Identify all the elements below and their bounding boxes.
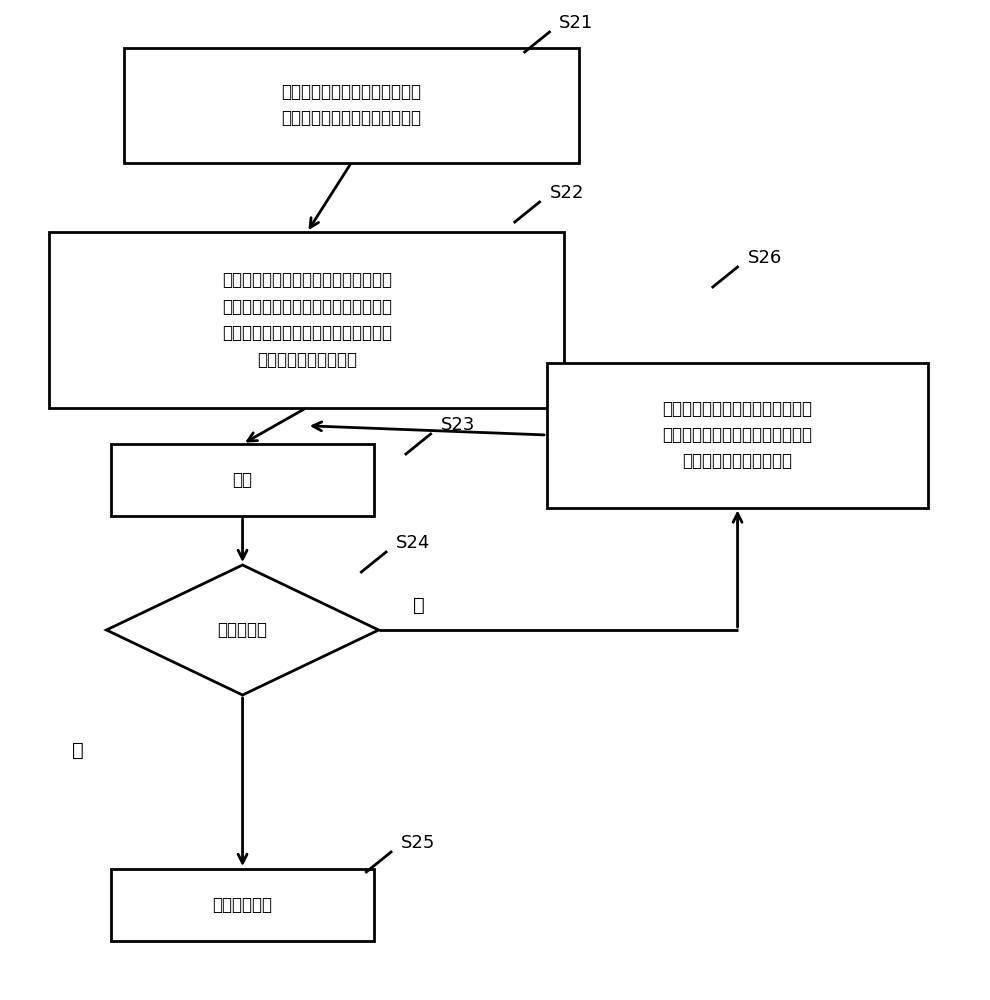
Text: S26: S26: [747, 249, 782, 267]
Bar: [111, 869, 374, 941]
Text: 连网: 连网: [233, 471, 252, 489]
Text: S22: S22: [549, 184, 584, 202]
Bar: [124, 47, 579, 162]
Text: S21: S21: [559, 14, 594, 32]
Polygon shape: [106, 565, 378, 695]
Text: S23: S23: [441, 416, 475, 434]
Bar: [111, 444, 374, 516]
Text: 系统根据用户国际移动用户识别
码判断用户所属移动通讯运营商: 系统根据用户国际移动用户识别 码判断用户所属移动通讯运营商: [281, 83, 422, 127]
Text: S24: S24: [396, 534, 431, 552]
Text: 网络连通？: 网络连通？: [218, 621, 267, 639]
Text: 所述系统采用与前次相反的接入方
式并完成相应的代理端口设置，同
时保存所述网络设置参数: 所述系统采用与前次相反的接入方 式并完成相应的代理端口设置，同 时保存所述网络设…: [662, 400, 813, 470]
Text: 否: 否: [414, 595, 425, 614]
Text: 根据所识别的运营商，判断优选接入方
式并完成相应的代理端口设置，同时保
存所述网络设置参数，并将所述网络设
置状态更新为就绪状态: 根据所识别的运营商，判断优选接入方 式并完成相应的代理端口设置，同时保 存所述网…: [222, 271, 392, 369]
Text: S25: S25: [401, 834, 436, 852]
Bar: [50, 232, 564, 408]
Bar: [546, 362, 929, 508]
Text: 获取网络数据: 获取网络数据: [213, 896, 272, 914]
Text: 是: 是: [71, 740, 83, 760]
